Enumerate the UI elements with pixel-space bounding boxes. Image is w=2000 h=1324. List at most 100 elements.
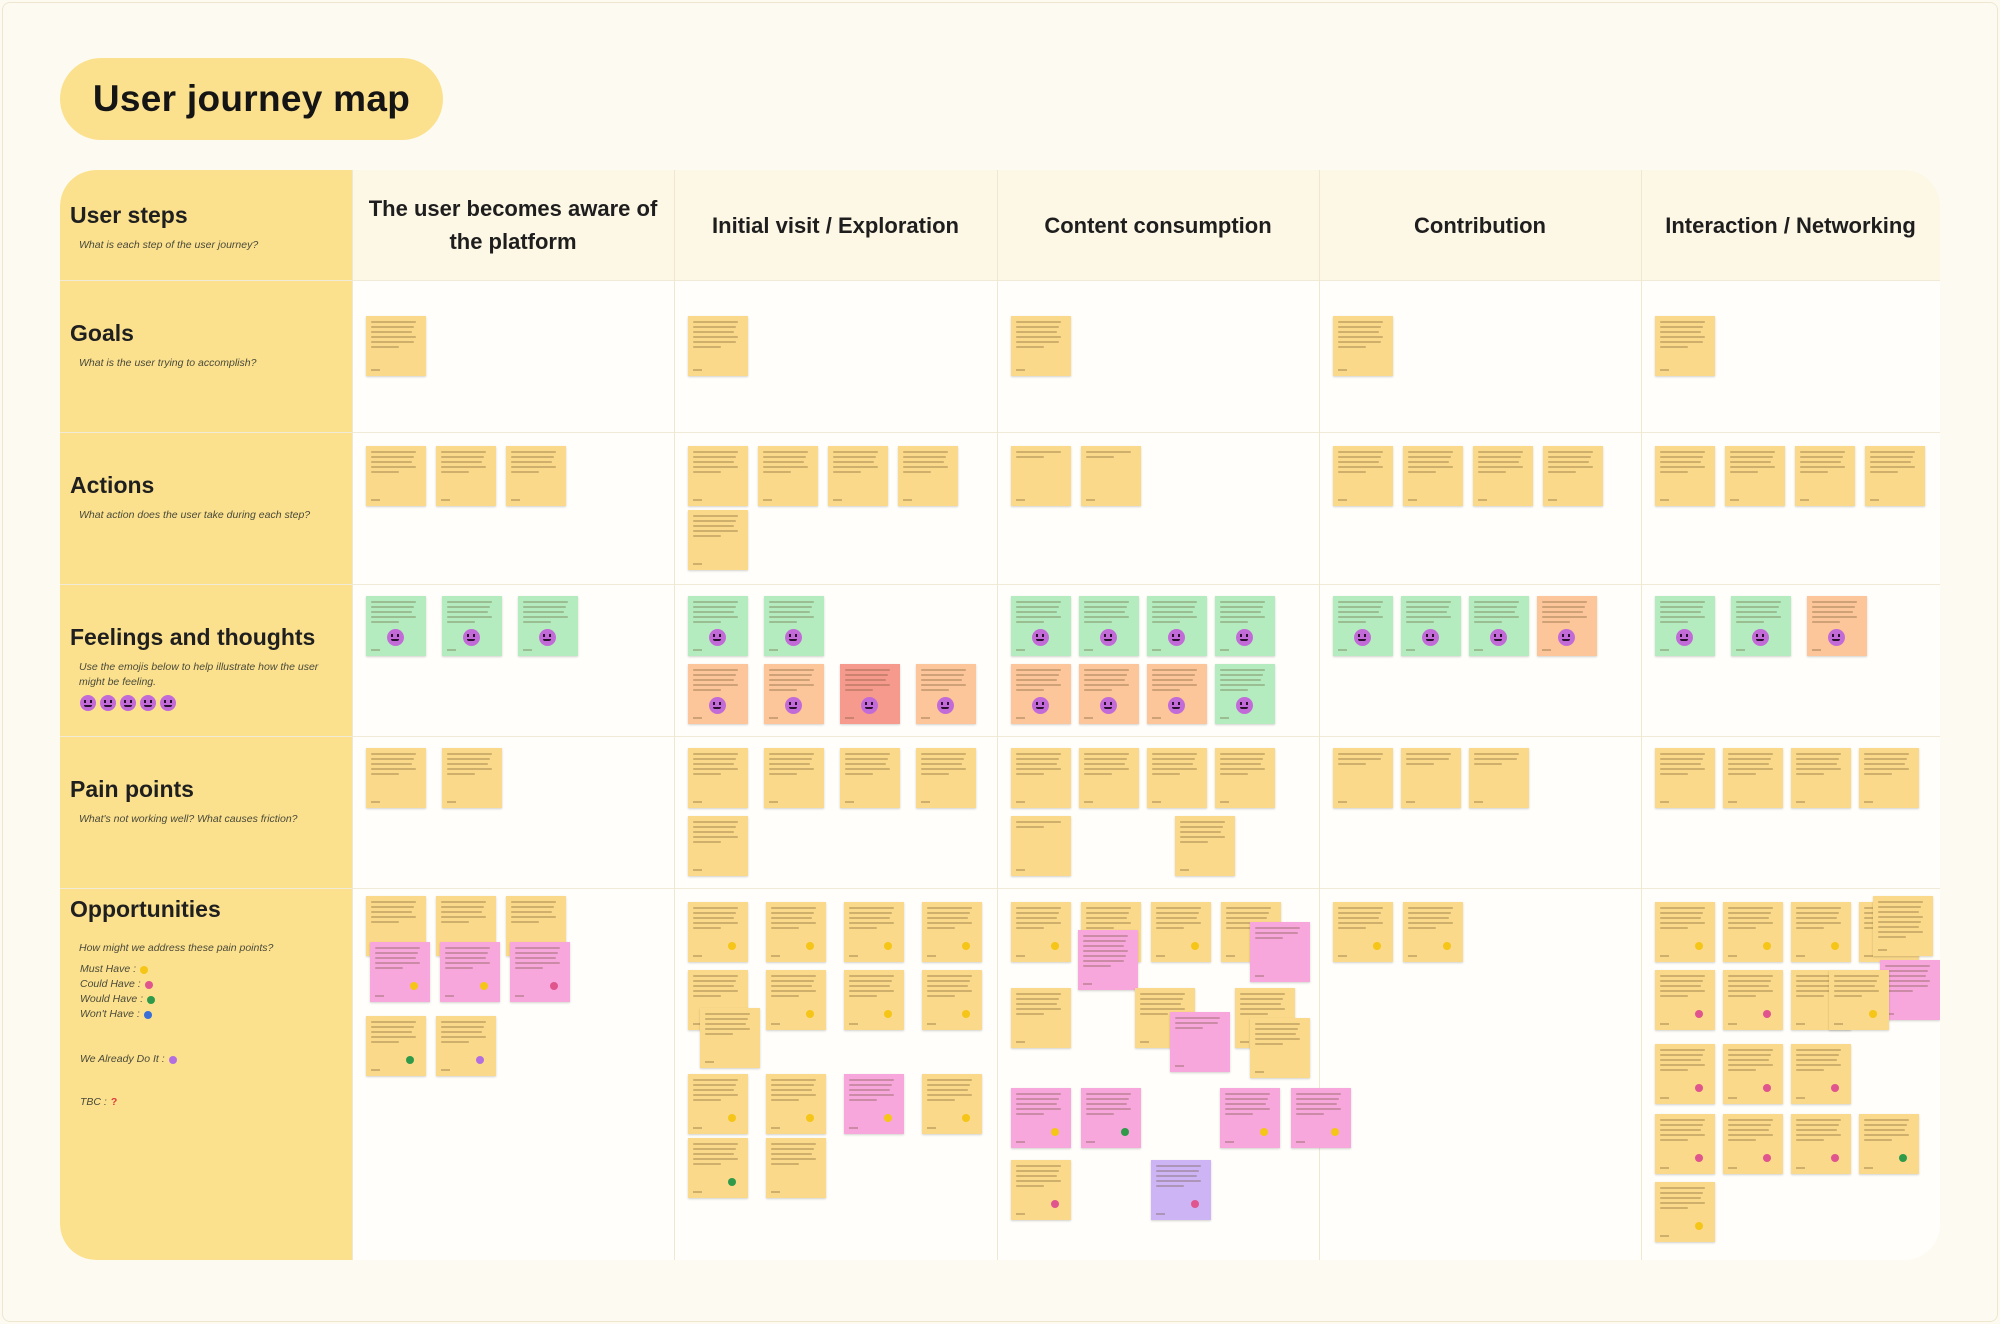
sticky-note[interactable] [766, 1138, 826, 1198]
sticky-note[interactable] [1723, 1114, 1783, 1174]
sticky-note[interactable] [1147, 596, 1207, 656]
sticky-note[interactable] [1079, 664, 1139, 724]
sticky-note[interactable] [688, 316, 748, 376]
sticky-note[interactable] [1723, 970, 1783, 1030]
sticky-note[interactable] [1723, 1044, 1783, 1104]
neutral-face-icon[interactable] [120, 695, 136, 711]
sticky-note[interactable] [1537, 596, 1597, 656]
sticky-note[interactable] [1011, 1160, 1071, 1220]
sticky-note[interactable] [1880, 960, 1940, 1020]
sticky-note[interactable] [1215, 664, 1275, 724]
sticky-note[interactable] [1403, 902, 1463, 962]
sticky-note[interactable] [1403, 446, 1463, 506]
sticky-note[interactable] [1655, 1182, 1715, 1242]
sticky-note[interactable] [370, 942, 430, 1002]
sticky-note[interactable] [1011, 664, 1071, 724]
sticky-note[interactable] [1473, 446, 1533, 506]
sticky-note[interactable] [688, 664, 748, 724]
sticky-note[interactable] [1795, 446, 1855, 506]
sticky-note[interactable] [1175, 816, 1235, 876]
sticky-note[interactable] [1011, 902, 1071, 962]
sticky-note[interactable] [688, 1138, 748, 1198]
sticky-note[interactable] [1401, 596, 1461, 656]
sticky-note[interactable] [766, 970, 826, 1030]
sad-face-icon[interactable] [140, 695, 156, 711]
sticky-note[interactable] [366, 748, 426, 808]
sticky-note[interactable] [1215, 596, 1275, 656]
sticky-note[interactable] [844, 1074, 904, 1134]
sticky-note[interactable] [1655, 748, 1715, 808]
sticky-note[interactable] [688, 748, 748, 808]
sticky-note[interactable] [1081, 1088, 1141, 1148]
sticky-note[interactable] [1011, 446, 1071, 506]
sticky-note[interactable] [1723, 748, 1783, 808]
sticky-note[interactable] [844, 970, 904, 1030]
sticky-note[interactable] [1011, 596, 1071, 656]
sticky-note[interactable] [1147, 664, 1207, 724]
sticky-note[interactable] [688, 816, 748, 876]
sticky-note[interactable] [1731, 596, 1791, 656]
sticky-note[interactable] [1151, 1160, 1211, 1220]
sticky-note[interactable] [844, 902, 904, 962]
sticky-note[interactable] [440, 942, 500, 1002]
sticky-note[interactable] [758, 446, 818, 506]
sticky-note[interactable] [1151, 902, 1211, 962]
sticky-note[interactable] [1791, 748, 1851, 808]
sticky-note[interactable] [1655, 316, 1715, 376]
sticky-note[interactable] [1791, 902, 1851, 962]
sticky-note[interactable] [518, 596, 578, 656]
sticky-note[interactable] [1859, 748, 1919, 808]
sticky-note[interactable] [1011, 1088, 1071, 1148]
sticky-note[interactable] [1291, 1088, 1351, 1148]
sticky-note[interactable] [700, 1008, 760, 1068]
sticky-note[interactable] [1333, 902, 1393, 962]
sticky-note[interactable] [688, 596, 748, 656]
sticky-note[interactable] [1655, 902, 1715, 962]
sticky-note[interactable] [1655, 970, 1715, 1030]
sticky-note[interactable] [436, 446, 496, 506]
sticky-note[interactable] [922, 970, 982, 1030]
sticky-note[interactable] [1723, 902, 1783, 962]
sticky-note[interactable] [922, 902, 982, 962]
sticky-note[interactable] [1011, 816, 1071, 876]
sticky-note[interactable] [1401, 748, 1461, 808]
sticky-note[interactable] [766, 902, 826, 962]
sticky-note[interactable] [1215, 748, 1275, 808]
sticky-note[interactable] [1655, 446, 1715, 506]
sticky-note[interactable] [1011, 316, 1071, 376]
sticky-note[interactable] [436, 1016, 496, 1076]
sticky-note[interactable] [366, 446, 426, 506]
sticky-note[interactable] [688, 446, 748, 506]
sticky-note[interactable] [828, 446, 888, 506]
sticky-note[interactable] [1655, 1044, 1715, 1104]
sticky-note[interactable] [1079, 748, 1139, 808]
sticky-note[interactable] [688, 902, 748, 962]
sticky-note[interactable] [688, 510, 748, 570]
sticky-note[interactable] [366, 316, 426, 376]
sticky-note[interactable] [1011, 988, 1071, 1048]
sticky-note[interactable] [442, 748, 502, 808]
very-happy-face-icon[interactable] [80, 695, 96, 711]
sticky-note[interactable] [916, 748, 976, 808]
sticky-note[interactable] [510, 942, 570, 1002]
sticky-note[interactable] [1333, 316, 1393, 376]
sticky-note[interactable] [506, 446, 566, 506]
angry-face-icon[interactable] [160, 695, 176, 711]
sticky-note[interactable] [764, 748, 824, 808]
sticky-note[interactable] [1011, 748, 1071, 808]
sticky-note[interactable] [1725, 446, 1785, 506]
sticky-note[interactable] [1655, 1114, 1715, 1174]
sticky-note[interactable] [840, 748, 900, 808]
sticky-note[interactable] [766, 1074, 826, 1134]
sticky-note[interactable] [1250, 1018, 1310, 1078]
sticky-note[interactable] [840, 664, 900, 724]
sticky-note[interactable] [1469, 596, 1529, 656]
sticky-note[interactable] [1079, 596, 1139, 656]
sticky-note[interactable] [898, 446, 958, 506]
sticky-note[interactable] [1873, 896, 1933, 956]
sticky-note[interactable] [1655, 596, 1715, 656]
sticky-note[interactable] [366, 596, 426, 656]
sticky-note[interactable] [1829, 970, 1889, 1030]
sticky-note[interactable] [1078, 930, 1138, 990]
sticky-note[interactable] [764, 596, 824, 656]
